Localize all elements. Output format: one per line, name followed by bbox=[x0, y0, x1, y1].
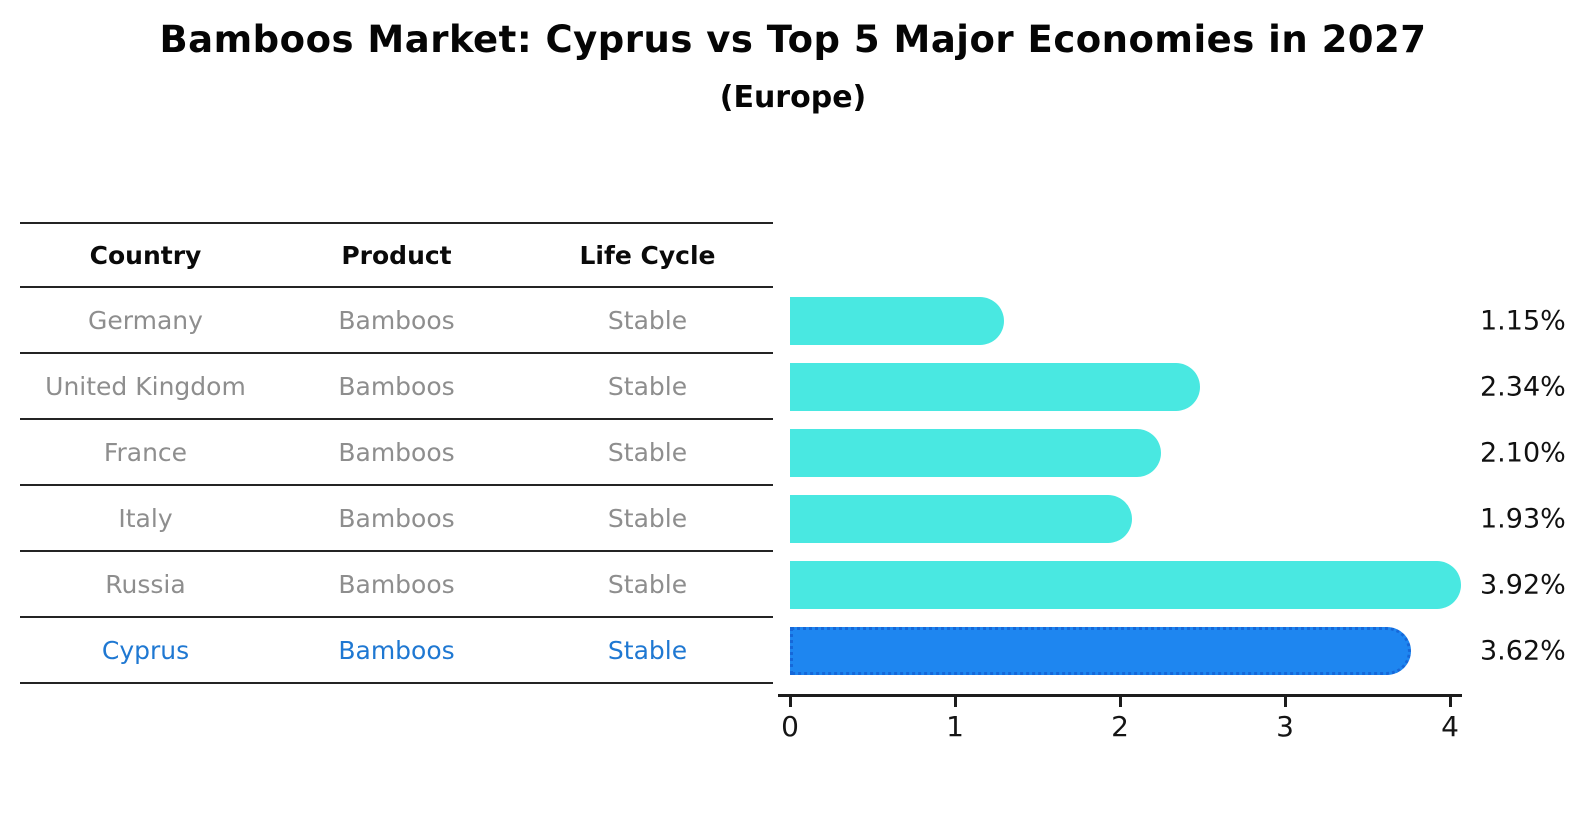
x-axis-tick-label: 3 bbox=[1276, 710, 1294, 743]
value-bar bbox=[790, 561, 1461, 609]
bar-track: 3.62% bbox=[790, 618, 1580, 684]
bar-track: 2.34% bbox=[790, 354, 1580, 420]
table-header: Country Product Life Cycle bbox=[20, 222, 773, 288]
x-axis-line bbox=[778, 694, 1462, 697]
header-bar-spacer bbox=[790, 222, 1580, 288]
x-axis-tick-label: 1 bbox=[946, 710, 964, 743]
table-body: Germany Bamboos Stable 1.15% United King… bbox=[20, 288, 1580, 684]
country-cell: Italy bbox=[118, 503, 173, 533]
bar-track: 3.92% bbox=[790, 552, 1580, 618]
table-header-row: Country Product Life Cycle bbox=[20, 222, 1580, 288]
column-header-life-cycle: Life Cycle bbox=[579, 240, 716, 270]
life-cycle-cell: Stable bbox=[607, 569, 688, 599]
x-axis-tick bbox=[789, 697, 792, 707]
x-axis-tick bbox=[1119, 697, 1122, 707]
table-row: Cyprus Bamboos Stable 3.62% bbox=[20, 618, 1580, 684]
product-cell: Bamboos bbox=[338, 503, 455, 533]
country-cell: France bbox=[103, 437, 188, 467]
x-axis-tick-label: 0 bbox=[781, 710, 799, 743]
column-header-product: Product bbox=[341, 240, 452, 270]
x-axis: 0 1 2 3 4 bbox=[778, 694, 1478, 754]
bar-value-label: 2.10% bbox=[1480, 437, 1566, 469]
x-axis-tick bbox=[1284, 697, 1287, 707]
country-cell: Germany bbox=[88, 305, 203, 335]
chart-subtitle: (Europe) bbox=[719, 80, 867, 115]
bar-track: 1.15% bbox=[790, 288, 1580, 354]
table-row-cells: France Bamboos Stable bbox=[20, 420, 773, 486]
x-axis-tick bbox=[1449, 697, 1452, 707]
life-cycle-cell: Stable bbox=[607, 503, 688, 533]
country-cell: United Kingdom bbox=[45, 371, 246, 401]
product-cell: Bamboos bbox=[338, 569, 455, 599]
table-row: Russia Bamboos Stable 3.92% bbox=[20, 552, 1580, 618]
life-cycle-cell: Stable bbox=[607, 635, 688, 665]
chart-title: Bamboos Market: Cyprus vs Top 5 Major Ec… bbox=[159, 18, 1427, 61]
bar-value-label: 3.92% bbox=[1480, 569, 1566, 601]
life-cycle-cell: Stable bbox=[607, 371, 688, 401]
table-row-cells: Russia Bamboos Stable bbox=[20, 552, 773, 618]
column-header-country: Country bbox=[89, 240, 202, 270]
table-row-cells: Germany Bamboos Stable bbox=[20, 288, 773, 354]
value-bar bbox=[790, 627, 1412, 675]
table-row-cells: Italy Bamboos Stable bbox=[20, 486, 773, 552]
bar-value-label: 1.93% bbox=[1480, 503, 1566, 535]
value-bar bbox=[790, 429, 1161, 477]
table-row: France Bamboos Stable 2.10% bbox=[20, 420, 1580, 486]
product-cell: Bamboos bbox=[338, 371, 455, 401]
table-row: Italy Bamboos Stable 1.93% bbox=[20, 486, 1580, 552]
life-cycle-cell: Stable bbox=[607, 305, 688, 335]
value-bar bbox=[790, 297, 1004, 345]
product-cell: Bamboos bbox=[338, 437, 455, 467]
table-row-cells: Cyprus Bamboos Stable bbox=[20, 618, 773, 684]
bar-value-label: 1.15% bbox=[1480, 305, 1566, 337]
country-cell: Russia bbox=[105, 569, 186, 599]
value-bar bbox=[790, 495, 1133, 543]
bar-value-label: 2.34% bbox=[1480, 371, 1566, 403]
table-row: United Kingdom Bamboos Stable 2.34% bbox=[20, 354, 1580, 420]
table-row-cells: United Kingdom Bamboos Stable bbox=[20, 354, 773, 420]
product-cell: Bamboos bbox=[338, 635, 455, 665]
country-cell: Cyprus bbox=[101, 635, 190, 665]
x-axis-tick bbox=[954, 697, 957, 707]
bar-track: 2.10% bbox=[790, 420, 1580, 486]
product-cell: Bamboos bbox=[338, 305, 455, 335]
life-cycle-cell: Stable bbox=[607, 437, 688, 467]
table-row: Germany Bamboos Stable 1.15% bbox=[20, 288, 1580, 354]
x-axis-tick-label: 4 bbox=[1441, 710, 1459, 743]
bar-value-label: 3.62% bbox=[1480, 635, 1566, 667]
value-bar bbox=[790, 363, 1201, 411]
table-and-bars: Country Product Life Cycle Germany Bambo… bbox=[20, 222, 1580, 684]
bar-track: 1.93% bbox=[790, 486, 1580, 552]
x-axis-tick-label: 2 bbox=[1111, 710, 1129, 743]
